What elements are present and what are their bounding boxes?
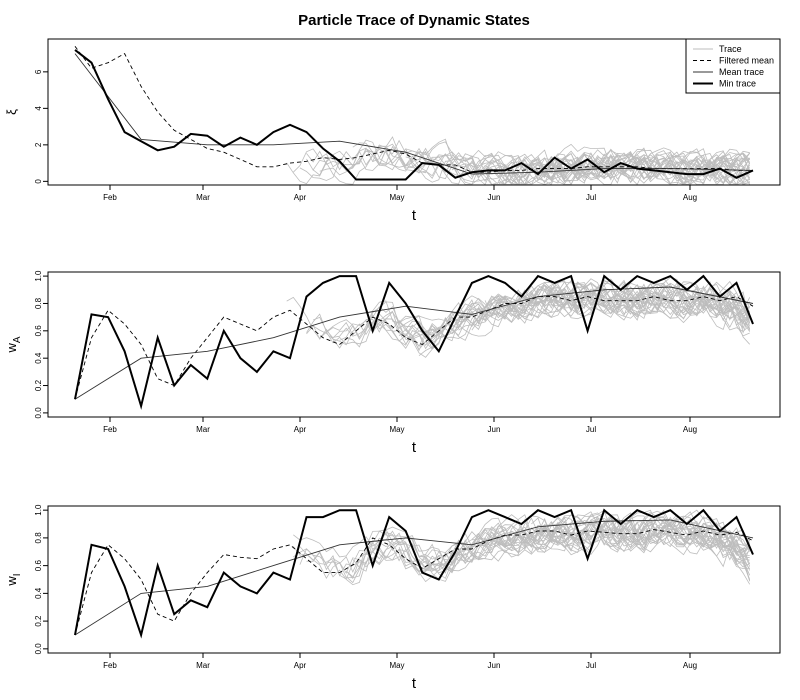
trace-line [352,142,751,185]
trace-line [326,136,751,185]
y-tick-label: 0.0 [34,407,43,419]
x-axis-label: t [412,675,417,692]
y-tick-label: 0 [34,179,43,184]
mean-trace-line [74,53,754,175]
trace-line [498,286,750,318]
y-axis-label-subscript: A [12,336,23,343]
x-tick-label: May [389,425,404,434]
trace-line [352,516,751,572]
trace-line [405,148,751,185]
y-tick-label: 0.6 [34,325,43,337]
x-tick-label: Apr [294,193,307,202]
trace-line [379,287,751,348]
x-tick-label: Jul [586,661,596,670]
y-tick-label: 4 [34,106,43,111]
x-tick-label: May [389,193,404,202]
y-axis-label: ξ [4,109,19,115]
y-tick-label: 0.2 [34,379,43,391]
filtered-mean-line [74,46,753,173]
trace-line [531,156,751,182]
y-tick-label: 1.0 [34,270,43,282]
min-trace-line [74,274,754,410]
x-tick-label: Aug [683,193,697,202]
y-axis-label-subscript: I [12,573,23,576]
x-tick-label: Apr [294,661,307,670]
particle-traces [286,277,751,358]
x-tick-label: Mar [196,425,210,434]
plot-frame [47,271,781,418]
y-tick-label: 1.0 [34,504,43,516]
x-tick-label: Feb [103,661,117,670]
x-tick-label: Aug [683,425,697,434]
y-tick-label: 0.0 [34,643,43,655]
legend-label: Mean trace [719,67,764,77]
trace-line [418,511,750,566]
trace-line [306,281,750,347]
x-tick-label: Mar [196,193,210,202]
min-trace-line [74,508,754,639]
x-tick-label: Feb [103,425,117,434]
legend-label: Min trace [719,79,756,89]
x-tick-label: Jul [586,193,596,202]
panel-1: Feb Mar Apr May Jun Jul Aug t 0 2 4 6 ξ Trace Filtered… [4,38,781,224]
y-tick-label: 0.4 [34,587,43,599]
x-tick-label: Jun [488,661,501,670]
x-tick-label: Jun [488,193,501,202]
y-tick-label: 6 [34,69,43,74]
y-axis-label: wI [4,573,23,586]
panel-2: Feb Mar Apr May Jun Jul Aug t 0.0 0.2 0.4 0.6 0.8 1.0… [4,270,781,456]
filtered-mean-line [74,529,754,636]
filtered-mean-line [74,296,754,400]
panels-group: Feb Mar Apr May Jun Jul Aug t 0 2 4 6 ξ Trace Filtered… [4,38,781,692]
y-tick-label: 0.2 [34,615,43,627]
trace-line [405,291,751,340]
trace-line [319,149,751,183]
legend-label: Filtered mean [719,56,774,66]
x-axis-label: t [412,439,417,456]
y-tick-label: 0.4 [34,352,43,364]
trace-line [312,280,751,342]
trace-line [511,517,751,582]
x-axis-label: t [412,207,417,224]
min-trace-line [74,49,754,181]
y-tick-label: 0.6 [34,560,43,572]
trace-line [484,285,750,330]
trace-line [398,511,750,579]
y-tick-label: 2 [34,142,43,147]
x-tick-label: Apr [294,425,307,434]
trace-line [438,518,751,567]
trace-line [286,283,751,347]
plot-frame [47,505,781,654]
mean-trace-line [74,519,754,636]
x-tick-label: Mar [196,661,210,670]
trace-line [471,519,750,562]
plot-frame [47,38,781,186]
panel-3: Feb Mar Apr May Jun Jul Aug t 0.0 0.2 0.4 0.6 0.8 1.0… [4,504,781,692]
x-tick-label: Aug [683,661,697,670]
x-tick-label: Feb [103,193,117,202]
trace-line [498,151,751,186]
trace-line [517,151,750,181]
x-tick-label: May [389,661,404,670]
mean-trace-line [74,286,754,400]
trace-line [398,277,751,352]
x-tick-label: Jun [488,425,501,434]
legend-label: Trace [719,44,742,54]
chart-title: Particle Trace of Dynamic States [298,12,530,29]
x-tick-label: Jul [586,425,596,434]
y-tick-label: 0.8 [34,532,43,544]
y-tick-label: 0.8 [34,297,43,309]
